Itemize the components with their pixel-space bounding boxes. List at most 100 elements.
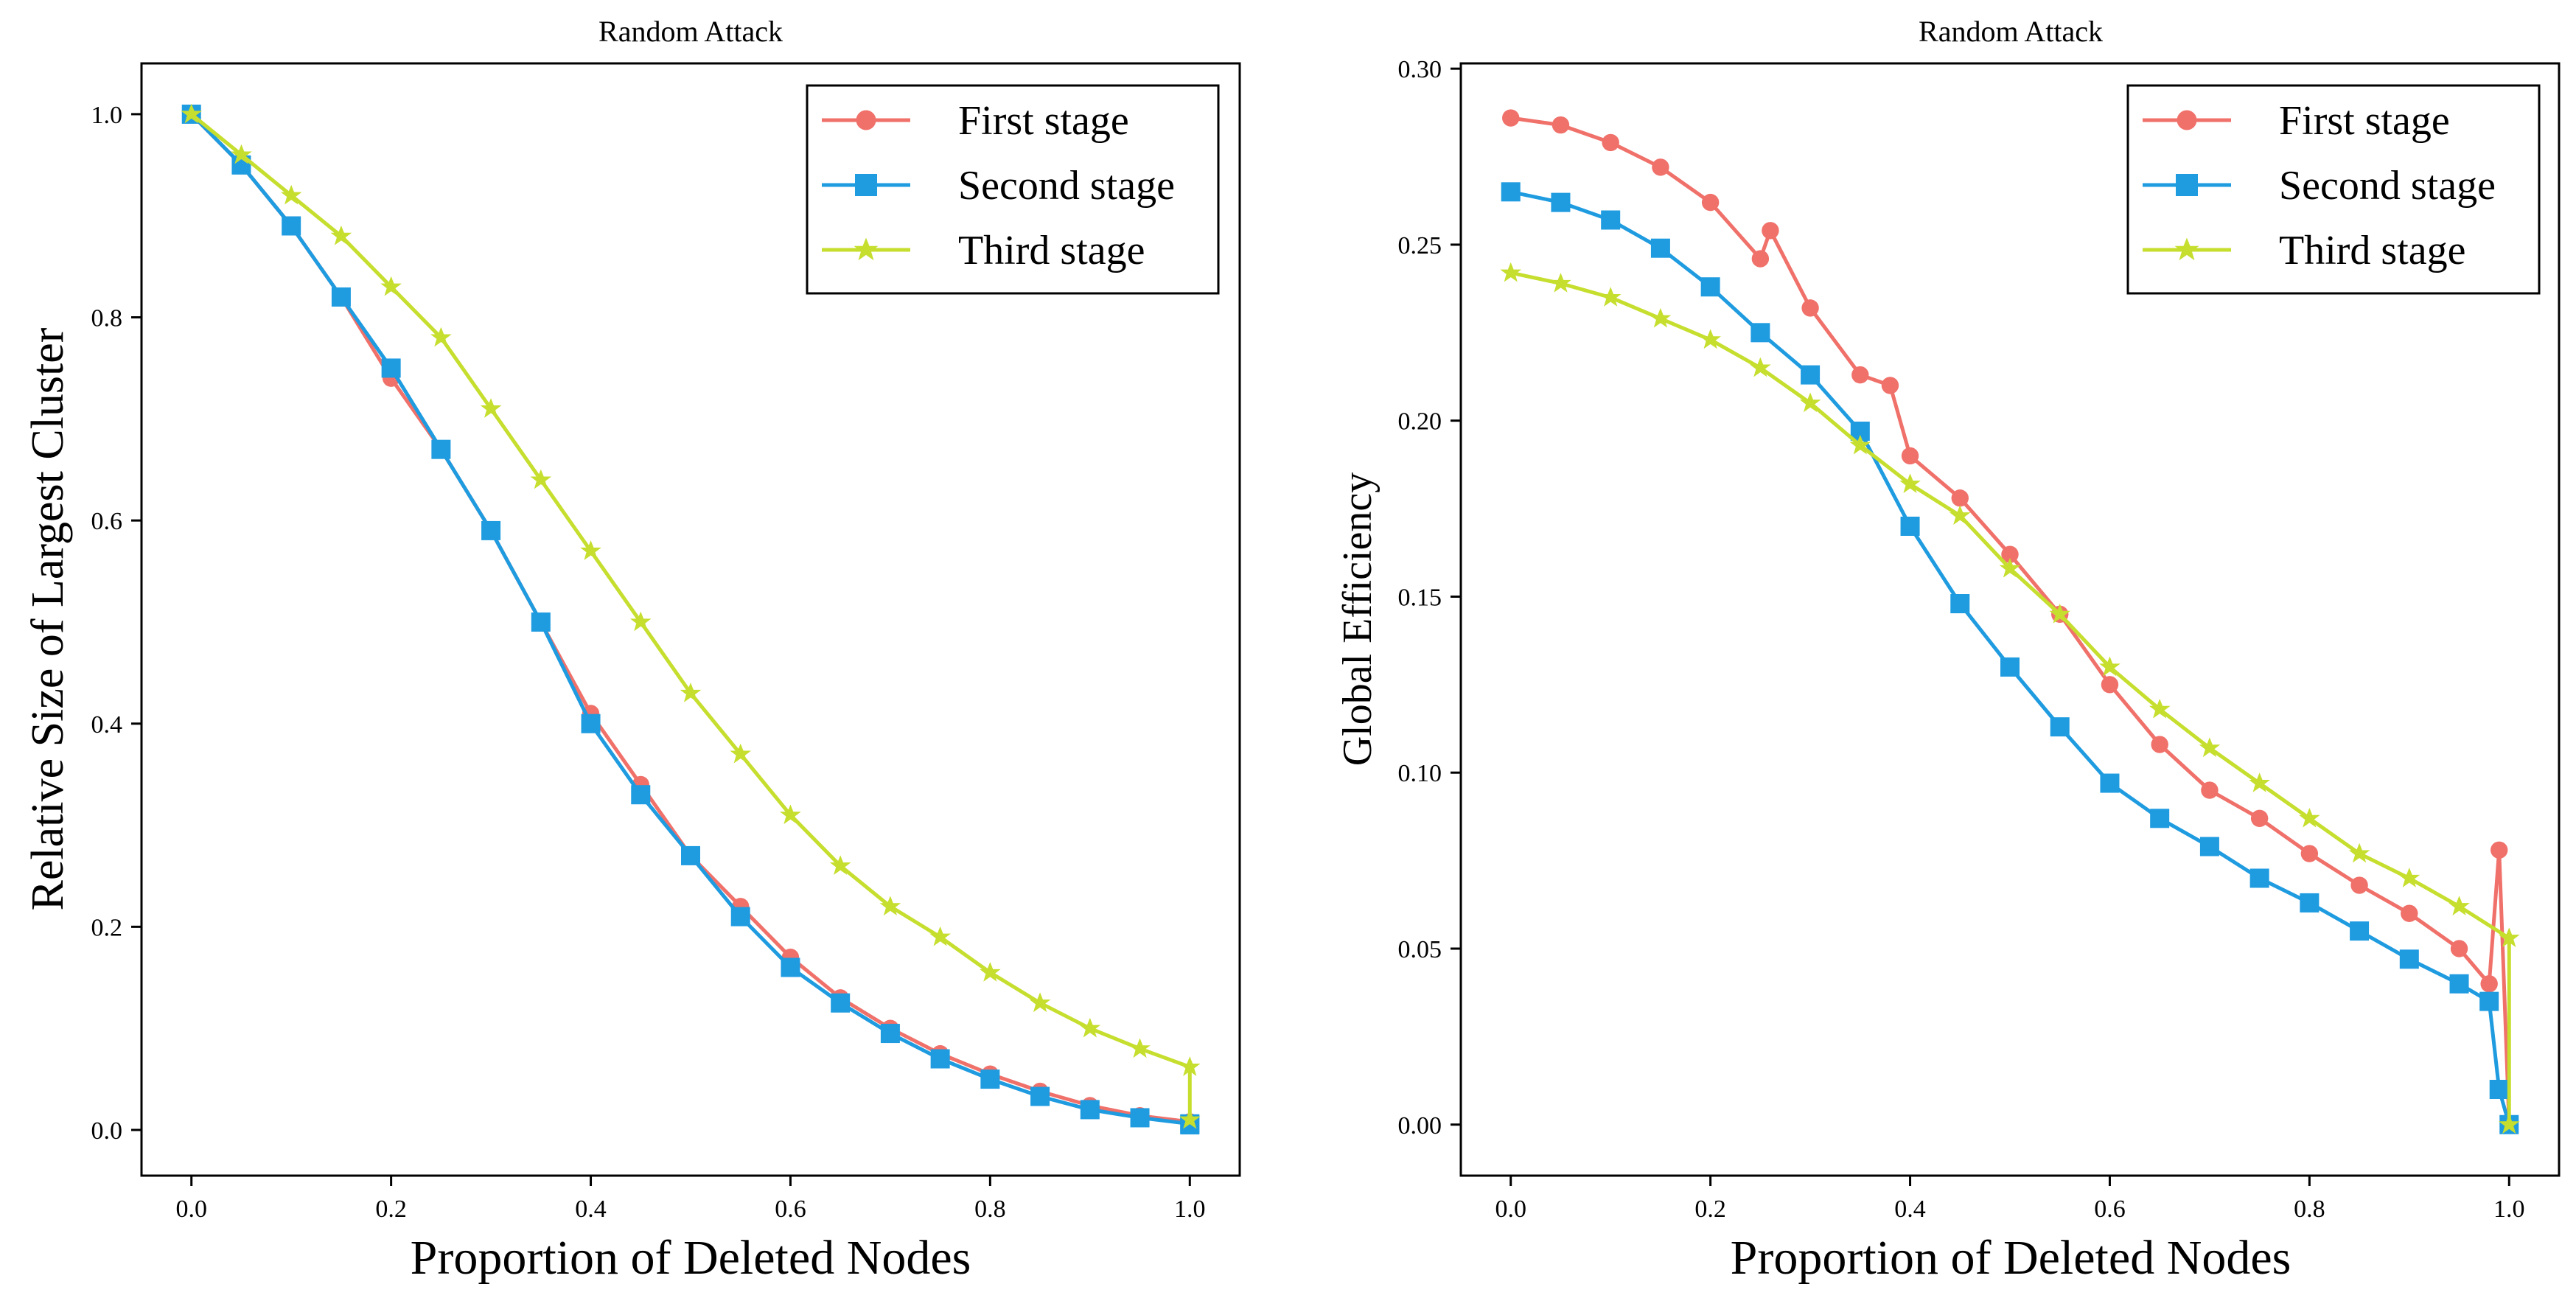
chart-left-legend: First stage Second stage Third stage xyxy=(806,84,1220,295)
data-point-second-stage xyxy=(2479,991,2499,1011)
data-point-second-stage xyxy=(1551,192,1571,212)
x-tick-label: 1.0 xyxy=(1174,1196,1206,1223)
data-point-first-stage xyxy=(1502,109,1520,127)
chart-left-xticks: 0.0 0.2 0.4 0.6 0.8 1.0 xyxy=(175,1176,1206,1223)
data-point-first-stage xyxy=(1701,193,1720,212)
data-point-second-stage xyxy=(1130,1108,1150,1128)
legend-label-first-stage: First stage xyxy=(2279,98,2450,144)
data-point-first-stage xyxy=(2250,809,2269,828)
chart-right-ylabel: Global Efficiency xyxy=(1335,472,1381,767)
y-tick-label: 0.30 xyxy=(1398,56,1442,83)
data-point-second-stage xyxy=(1751,323,1770,343)
data-point-third-stage xyxy=(1029,992,1051,1013)
data-point-first-stage xyxy=(2480,975,2498,993)
series-line-third-stage xyxy=(1510,271,2511,1125)
data-point-first-stage xyxy=(2201,781,2219,799)
y-tick-label: 0.2 xyxy=(91,914,123,941)
data-point-second-stage xyxy=(681,845,700,865)
x-tick-label: 0.6 xyxy=(2094,1196,2126,1223)
data-point-second-stage xyxy=(2300,893,2320,913)
legend-marker-second-stage xyxy=(855,174,877,196)
x-tick-label: 0.4 xyxy=(575,1196,607,1223)
x-tick-label: 1.0 xyxy=(2493,1196,2525,1223)
data-point-second-stage xyxy=(2449,974,2469,994)
data-point-first-stage xyxy=(1881,377,1899,394)
y-tick-label: 0.8 xyxy=(91,305,123,332)
x-tick-label: 0.2 xyxy=(1694,1196,1726,1223)
series-line-second-stage xyxy=(189,113,1192,1126)
data-point-second-stage xyxy=(730,907,750,927)
x-tick-label: 0.6 xyxy=(775,1196,806,1223)
legend-label-third-stage: Third stage xyxy=(958,228,1145,273)
data-point-second-stage xyxy=(831,993,851,1013)
legend-label-second-stage: Second stage xyxy=(958,163,1175,209)
data-point-second-stage xyxy=(1030,1086,1050,1106)
chart-left-axes-frame xyxy=(140,62,1241,1177)
data-point-first-stage xyxy=(1551,116,1570,134)
data-point-second-stage xyxy=(282,216,301,236)
data-point-second-stage xyxy=(880,1024,900,1044)
data-point-third-stage xyxy=(1650,307,1672,328)
data-point-second-stage xyxy=(2350,921,2370,941)
y-tick-label: 0.0 xyxy=(91,1117,123,1145)
series-second-stage xyxy=(1501,182,2519,1134)
data-point-second-stage xyxy=(1650,238,1670,258)
y-tick-label: 0.00 xyxy=(1398,1112,1442,1140)
legend-label-second-stage: Second stage xyxy=(2279,163,2496,209)
legend-label-first-stage: First stage xyxy=(958,98,1129,144)
data-point-second-stage xyxy=(2249,868,2269,888)
data-point-first-stage xyxy=(1602,133,1619,152)
data-point-first-stage xyxy=(2491,841,2508,859)
data-point-second-stage xyxy=(531,612,551,632)
data-point-first-stage xyxy=(1762,222,1779,240)
data-point-third-stage xyxy=(1500,262,1522,282)
y-tick-label: 0.20 xyxy=(1398,408,1442,436)
chart-right-xticks: 0.0 0.2 0.4 0.6 0.8 1.0 xyxy=(1495,1176,2525,1223)
chart-right-yticks: 0.00 0.05 0.10 0.15 0.20 0.25 0.30 xyxy=(1398,56,1461,1140)
data-point-second-stage xyxy=(331,287,351,307)
data-point-second-stage xyxy=(980,1070,1000,1089)
data-point-second-stage xyxy=(481,520,501,540)
series-first-stage xyxy=(1502,109,2518,1134)
data-point-first-stage xyxy=(2300,845,2319,862)
series-line-third-stage xyxy=(190,112,1192,1120)
data-point-first-stage xyxy=(1751,250,1770,268)
data-point-third-stage xyxy=(1129,1038,1151,1058)
data-point-second-stage xyxy=(381,358,401,378)
chart-left-title: Random Attack xyxy=(598,15,783,48)
x-tick-label: 0.8 xyxy=(2294,1196,2325,1223)
data-point-first-stage xyxy=(1951,489,1969,507)
data-point-third-stage xyxy=(2348,842,2370,863)
data-point-second-stage xyxy=(930,1049,950,1069)
x-tick-label: 0.8 xyxy=(974,1196,1006,1223)
x-tick-label: 0.0 xyxy=(175,1196,207,1223)
series-third-stage xyxy=(1500,262,2520,1134)
series-line-first-stage xyxy=(189,113,1192,1126)
chart-right-axes-frame xyxy=(1459,62,2561,1177)
data-point-second-stage xyxy=(581,713,601,733)
y-tick-label: 0.4 xyxy=(91,711,123,739)
data-point-first-stage xyxy=(1901,447,1919,465)
data-point-second-stage xyxy=(1080,1100,1100,1120)
legend-marker-first-stage xyxy=(2177,110,2197,130)
y-tick-label: 1.0 xyxy=(91,102,123,129)
chart-right-series-layer xyxy=(1500,109,2520,1134)
y-tick-label: 0.15 xyxy=(1398,584,1442,611)
data-point-second-stage xyxy=(1501,182,1521,202)
data-point-first-stage xyxy=(1652,158,1669,176)
chart-left-ylabel: Relative Size of Largest Cluster xyxy=(23,327,73,910)
legend-marker-second-stage xyxy=(2176,174,2198,196)
data-point-second-stage xyxy=(1900,516,1920,536)
data-point-first-stage xyxy=(1851,366,1869,384)
chart-right-xlabel: Proportion of Deleted Nodes xyxy=(1731,1231,2291,1285)
series-first-stage xyxy=(183,105,1198,1134)
chart-right-title: Random Attack xyxy=(1919,15,2103,48)
y-tick-label: 0.6 xyxy=(91,508,123,535)
legend-marker-first-stage xyxy=(856,110,876,130)
series-second-stage xyxy=(181,104,1200,1135)
data-point-second-stage xyxy=(431,439,451,459)
data-point-second-stage xyxy=(631,785,651,805)
y-tick-label: 0.25 xyxy=(1398,232,1442,259)
data-point-second-stage xyxy=(781,957,800,977)
